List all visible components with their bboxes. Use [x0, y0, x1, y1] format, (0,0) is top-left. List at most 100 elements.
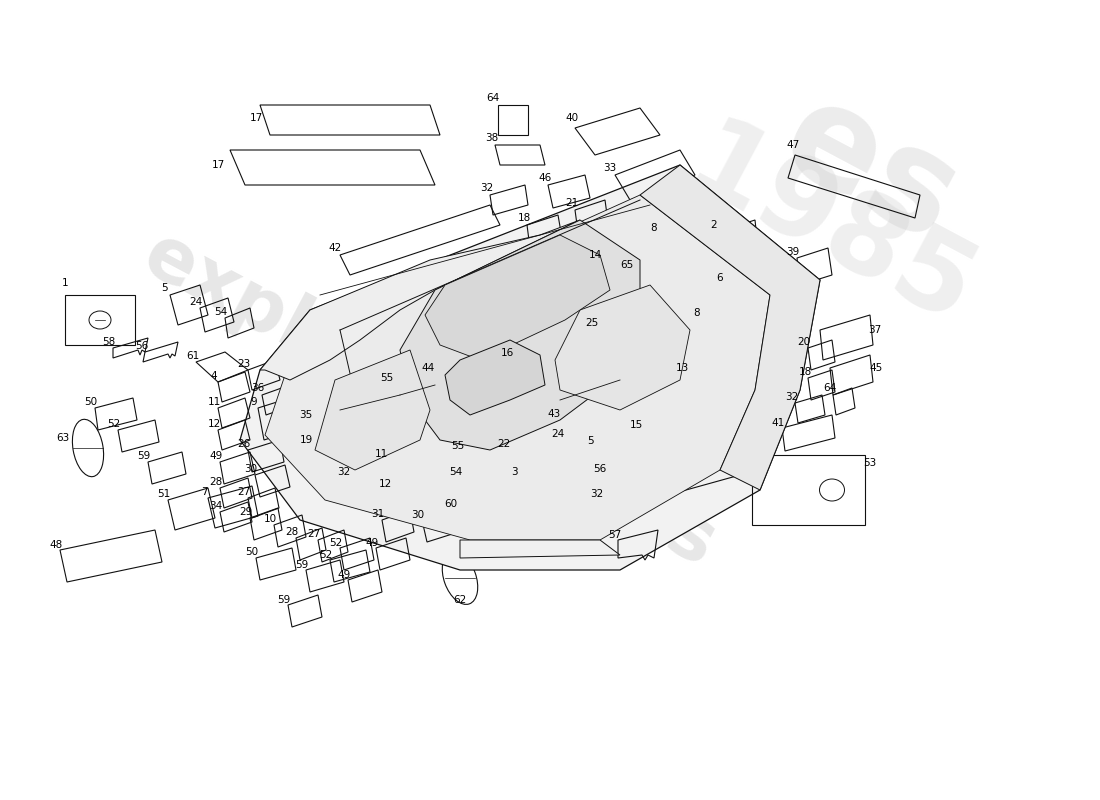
Text: 54: 54	[214, 307, 228, 317]
Text: 29: 29	[240, 507, 253, 517]
Text: 14: 14	[588, 250, 602, 260]
Text: 34: 34	[209, 501, 222, 511]
Text: 44: 44	[421, 363, 434, 373]
Text: 46: 46	[538, 173, 551, 183]
Text: 63: 63	[56, 433, 69, 443]
Text: 18: 18	[799, 367, 812, 377]
Text: 5: 5	[162, 283, 168, 293]
Text: a passion since 1985: a passion since 1985	[275, 401, 506, 539]
Text: 55: 55	[381, 373, 394, 383]
Text: 17: 17	[250, 113, 263, 123]
Text: 20: 20	[798, 337, 811, 347]
Text: 6: 6	[717, 273, 724, 283]
Text: 47: 47	[786, 140, 800, 150]
Text: 64: 64	[486, 93, 499, 103]
Text: 3: 3	[510, 467, 517, 477]
Text: 32: 32	[785, 392, 799, 402]
Text: 52: 52	[329, 538, 342, 548]
Text: 35: 35	[299, 410, 312, 420]
Text: 10: 10	[263, 514, 276, 524]
Text: explodingparts: explodingparts	[131, 218, 729, 582]
Text: 39: 39	[786, 247, 800, 257]
Text: 13: 13	[675, 363, 689, 373]
Text: 49: 49	[338, 570, 351, 580]
Text: 30: 30	[244, 464, 257, 474]
Polygon shape	[240, 165, 820, 570]
Text: 54: 54	[450, 467, 463, 477]
Text: 57: 57	[608, 530, 622, 540]
Polygon shape	[640, 165, 820, 490]
Text: 24: 24	[189, 297, 202, 307]
Text: 41: 41	[771, 418, 784, 428]
Text: 58: 58	[102, 337, 116, 347]
Text: 18: 18	[517, 213, 530, 223]
Text: 62: 62	[453, 595, 466, 605]
Text: 30: 30	[411, 510, 425, 520]
Text: 4: 4	[211, 371, 218, 381]
Polygon shape	[460, 540, 620, 558]
Text: 56: 56	[593, 464, 606, 474]
Text: 26: 26	[238, 439, 251, 449]
Text: 56: 56	[135, 341, 149, 351]
Text: 52: 52	[108, 419, 121, 429]
Text: 8: 8	[694, 308, 701, 318]
Text: 49: 49	[365, 538, 378, 548]
Text: 50: 50	[245, 547, 258, 557]
Polygon shape	[400, 220, 640, 450]
Polygon shape	[315, 350, 430, 470]
Text: 1: 1	[62, 278, 68, 288]
Text: 36: 36	[252, 383, 265, 393]
Text: 28: 28	[285, 527, 298, 537]
Text: 11: 11	[374, 449, 387, 459]
Text: 65: 65	[620, 260, 634, 270]
Text: 43: 43	[548, 409, 561, 419]
Polygon shape	[446, 340, 544, 415]
Text: 49: 49	[209, 451, 222, 461]
Text: 2: 2	[711, 220, 717, 230]
Text: 33: 33	[604, 163, 617, 173]
Text: 61: 61	[186, 351, 199, 361]
Text: 53: 53	[864, 458, 877, 468]
Text: 9: 9	[251, 397, 257, 407]
Text: 31: 31	[372, 509, 385, 519]
Text: 21: 21	[565, 198, 579, 208]
Text: 15: 15	[629, 420, 642, 430]
Text: 51: 51	[157, 489, 170, 499]
Text: 59: 59	[138, 451, 151, 461]
Text: 32: 32	[481, 183, 494, 193]
Polygon shape	[556, 285, 690, 410]
Text: 64: 64	[824, 383, 837, 393]
Text: 22: 22	[497, 439, 510, 449]
Text: 19: 19	[299, 435, 312, 445]
Text: 1985: 1985	[669, 110, 991, 350]
Text: 32: 32	[338, 467, 351, 477]
Text: 59: 59	[296, 560, 309, 570]
Text: 28: 28	[209, 477, 222, 487]
Text: 38: 38	[485, 133, 498, 143]
Text: es: es	[760, 69, 980, 271]
Text: 27: 27	[238, 487, 251, 497]
Text: 12: 12	[208, 419, 221, 429]
Text: 16: 16	[500, 348, 514, 358]
Text: 52: 52	[319, 550, 332, 560]
Text: 55: 55	[451, 441, 464, 451]
Text: 59: 59	[277, 595, 290, 605]
Text: 27: 27	[307, 529, 320, 539]
Text: 42: 42	[329, 243, 342, 253]
Text: 37: 37	[868, 325, 881, 335]
Text: 60: 60	[444, 499, 458, 509]
Text: 48: 48	[50, 540, 63, 550]
Text: 32: 32	[591, 489, 604, 499]
Polygon shape	[425, 235, 610, 360]
Text: 17: 17	[211, 160, 224, 170]
Text: 45: 45	[869, 363, 882, 373]
Text: 5: 5	[587, 436, 594, 446]
Text: 40: 40	[565, 113, 579, 123]
Text: 12: 12	[378, 479, 392, 489]
Text: 23: 23	[238, 359, 251, 369]
Text: 50: 50	[85, 397, 98, 407]
Text: 8: 8	[651, 223, 658, 233]
Text: 25: 25	[585, 318, 598, 328]
Polygon shape	[260, 220, 580, 380]
Text: 24: 24	[551, 429, 564, 439]
